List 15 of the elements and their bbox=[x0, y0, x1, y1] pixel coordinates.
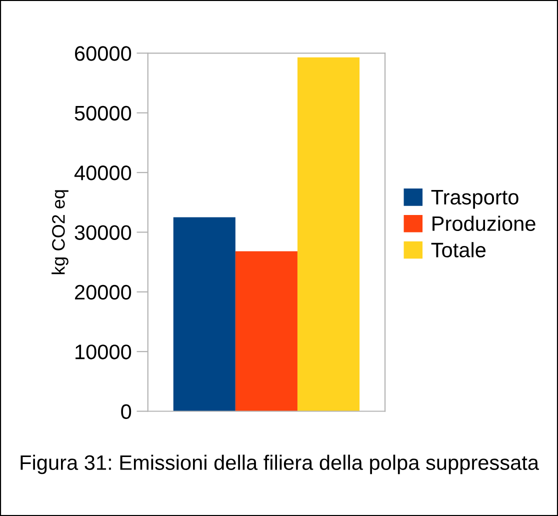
y-tick-label: 0 bbox=[121, 404, 132, 420]
y-tick-label: 40000 bbox=[74, 166, 132, 180]
legend-label: Produzione bbox=[432, 216, 536, 231]
legend-label: Trasporto bbox=[431, 190, 518, 209]
y-tick-label: 60000 bbox=[75, 46, 132, 61]
text: Figura 31: Emissioni della filiera della polpa suppressata bbox=[20, 454, 539, 474]
y-tick-label: 30000 bbox=[74, 225, 132, 240]
bar bbox=[235, 251, 298, 412]
legend-label: Totale bbox=[431, 242, 486, 258]
bar bbox=[297, 57, 360, 412]
y-axis-title: kg CO2 eq bbox=[52, 190, 68, 274]
y-tick-label: 50000 bbox=[74, 106, 132, 121]
y-tick-label: 10000 bbox=[76, 344, 132, 360]
bar bbox=[173, 217, 236, 412]
y-tick-label: 20000 bbox=[75, 284, 132, 300]
